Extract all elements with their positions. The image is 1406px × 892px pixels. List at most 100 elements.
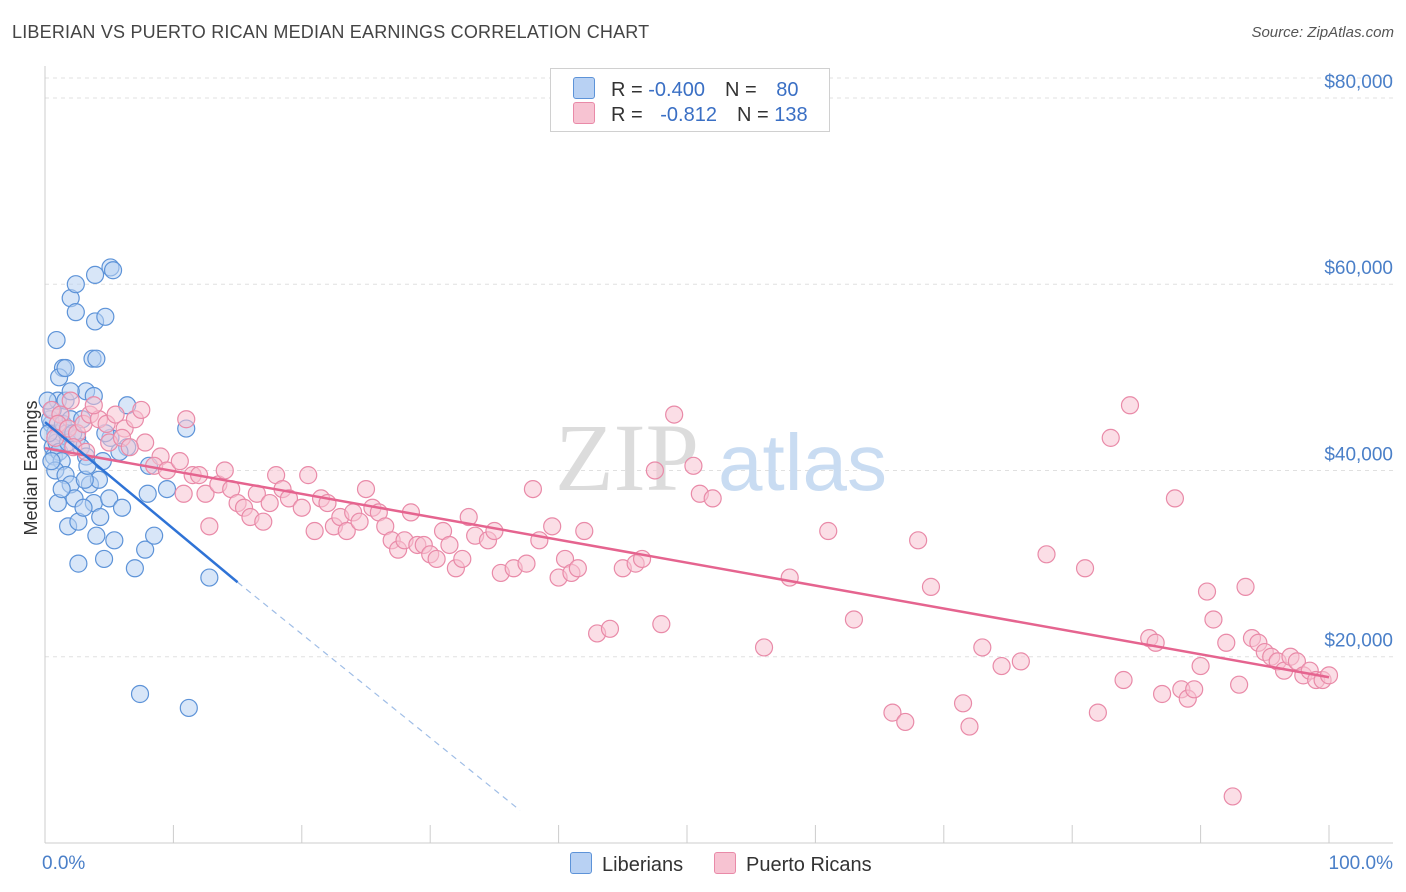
point-puerto-rican-117 xyxy=(1185,680,1204,699)
point-puerto-rican-104 xyxy=(1011,652,1030,671)
y-tick-label-2: $60,000 xyxy=(1324,258,1393,279)
legend-n-label: N = xyxy=(736,104,775,126)
y-tick-label-0: $20,000 xyxy=(1324,631,1393,652)
legend-swatch-pink xyxy=(573,102,595,124)
point-liberian-64 xyxy=(200,568,219,587)
legend-label-puerto-ricans: Puerto Ricans xyxy=(746,854,872,876)
point-puerto-rican-42 xyxy=(305,521,324,541)
point-liberian-50 xyxy=(56,358,75,378)
watermark: ZIP atlas xyxy=(555,404,887,511)
legend-row-liberians: R = -0.400 N = 80 xyxy=(573,77,798,101)
tick-labels: $20,000 $40,000 $60,000 $80,000 0.0% 100.0% xyxy=(42,72,1393,874)
point-liberian-49 xyxy=(87,349,106,368)
legend-r-value: -0.400 xyxy=(648,79,705,101)
point-puerto-rican-97 xyxy=(896,712,915,732)
point-liberian-59 xyxy=(157,479,177,499)
point-puerto-rican-41 xyxy=(299,466,318,485)
point-liberian-37 xyxy=(47,330,66,350)
point-puerto-rican-25 xyxy=(174,484,193,503)
y-tick-label-3: $80,000 xyxy=(1324,72,1393,93)
point-puerto-rican-23 xyxy=(170,452,189,471)
point-puerto-rican-87 xyxy=(652,615,671,634)
point-puerto-rican-138 xyxy=(177,410,196,429)
point-puerto-rican-66 xyxy=(459,507,478,527)
point-liberian-35 xyxy=(69,554,88,573)
point-puerto-rican-4 xyxy=(61,391,80,410)
y-tick-label-1: $40,000 xyxy=(1324,444,1393,465)
legend-r-label: R = xyxy=(611,104,649,126)
point-puerto-rican-98 xyxy=(909,531,928,550)
point-puerto-rican-27 xyxy=(196,484,215,503)
chart-source: Source: ZipAtlas.com xyxy=(1251,24,1394,41)
series-liberians xyxy=(38,258,219,718)
point-puerto-rican-108 xyxy=(1101,428,1120,447)
point-puerto-rican-19 xyxy=(136,433,155,452)
point-liberian-74 xyxy=(130,684,150,704)
point-puerto-rican-40 xyxy=(292,498,311,517)
point-puerto-rican-79 xyxy=(568,559,587,578)
point-puerto-rican-110 xyxy=(1120,396,1140,415)
point-puerto-rican-86 xyxy=(645,461,665,480)
point-puerto-rican-103 xyxy=(992,656,1011,676)
point-liberian-41 xyxy=(66,303,85,322)
point-puerto-rican-75 xyxy=(543,517,562,536)
watermark-atlas: atlas xyxy=(718,418,887,507)
point-puerto-rican-141 xyxy=(200,517,219,536)
point-puerto-rican-50 xyxy=(356,479,376,499)
point-puerto-rican-63 xyxy=(440,535,459,555)
point-puerto-rican-112 xyxy=(1146,633,1165,652)
point-puerto-rican-73 xyxy=(523,479,543,499)
axes xyxy=(44,66,1393,844)
point-puerto-rican-139 xyxy=(84,396,103,415)
point-puerto-rican-121 xyxy=(1217,633,1236,652)
point-puerto-rican-99 xyxy=(921,577,941,596)
point-puerto-rican-88 xyxy=(665,405,684,424)
point-liberian-45 xyxy=(103,261,123,280)
stats-legend: R = -0.400 N = 80 R = -0.812 N = 138 xyxy=(550,68,830,132)
point-puerto-rican-36 xyxy=(260,493,279,513)
legend-swatch-pink xyxy=(714,852,736,874)
y-axis-label: Median Earnings xyxy=(21,400,41,535)
point-puerto-rican-89 xyxy=(684,456,703,475)
legend-r-label: R = xyxy=(611,79,649,101)
point-puerto-rican-119 xyxy=(1197,582,1217,601)
point-liberian-34 xyxy=(105,531,124,550)
point-liberian-61 xyxy=(136,540,155,559)
point-puerto-rican-95 xyxy=(844,610,864,629)
gridlines xyxy=(45,77,1393,658)
point-liberian-68 xyxy=(112,498,132,517)
point-puerto-rican-122 xyxy=(1223,787,1242,806)
point-puerto-rican-123 xyxy=(1230,675,1249,694)
trend-line-liberians xyxy=(44,421,239,584)
point-puerto-rican-80 xyxy=(575,521,594,541)
point-puerto-rican-92 xyxy=(754,638,774,657)
point-liberian-31 xyxy=(74,498,93,517)
legend-item-puerto-ricans: Puerto Ricans xyxy=(714,852,872,877)
point-puerto-rican-114 xyxy=(1165,489,1185,508)
point-puerto-rican-102 xyxy=(973,638,992,657)
point-liberian-62 xyxy=(145,526,164,545)
legend-swatch-blue xyxy=(570,852,592,874)
point-puerto-rican-14 xyxy=(132,400,151,420)
point-liberian-47 xyxy=(96,307,115,326)
point-puerto-rican-39 xyxy=(279,489,299,508)
point-puerto-rican-72 xyxy=(517,554,536,573)
trend-lines xyxy=(44,421,1330,811)
point-puerto-rican-106 xyxy=(1075,559,1095,578)
point-puerto-rican-140 xyxy=(120,438,139,457)
point-liberian-73 xyxy=(91,507,110,527)
point-puerto-rican-96 xyxy=(883,703,902,722)
point-puerto-rican-69 xyxy=(485,521,504,541)
point-puerto-rican-49 xyxy=(350,512,369,531)
point-puerto-rican-91 xyxy=(703,489,722,508)
point-puerto-rican-11 xyxy=(106,405,125,424)
legend-n-label: N = xyxy=(724,79,763,101)
legend-n-value: 138 xyxy=(774,104,808,126)
legend-label-liberians: Liberians xyxy=(602,854,684,876)
series-legend: Liberians Puerto Ricans xyxy=(0,852,1406,878)
point-puerto-rican-101 xyxy=(960,717,979,736)
point-puerto-rican-113 xyxy=(1152,684,1172,704)
point-puerto-rican-29 xyxy=(215,461,234,480)
legend-row-puerto-ricans: R = -0.812 N = 138 xyxy=(573,102,808,126)
point-puerto-rican-93 xyxy=(780,568,799,587)
